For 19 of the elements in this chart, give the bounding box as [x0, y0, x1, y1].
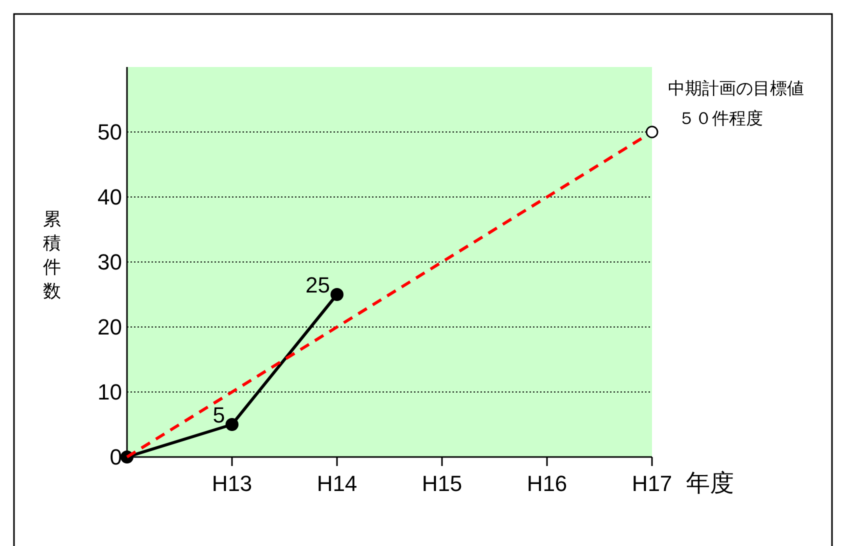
text: ５０件程度 — [678, 109, 763, 128]
y-tick-label: 0 — [110, 444, 122, 470]
x-tick-label: H14 — [316, 471, 358, 496]
y-axis-title: 累積件数 — [43, 209, 61, 301]
point — [330, 288, 344, 301]
y-tick-label: 10 — [98, 380, 122, 404]
data-label: 25 — [306, 272, 330, 298]
y-tick-label: 20 — [98, 314, 122, 340]
annotation: 中期計画の目標値 — [668, 79, 804, 98]
point — [226, 418, 238, 431]
x-tick-label: H16 — [526, 471, 568, 496]
y-tick-label: 50 — [98, 120, 122, 144]
x-axis-title: 年度 — [686, 470, 734, 497]
y-tick-label: 30 — [98, 250, 122, 274]
data-label: 5 — [212, 402, 225, 428]
x-tick-label: H13 — [212, 471, 252, 496]
y-tick-label: 40 — [98, 184, 122, 210]
x-tick-label: H15 — [422, 471, 462, 496]
x-tick-label: H17 — [632, 471, 672, 496]
